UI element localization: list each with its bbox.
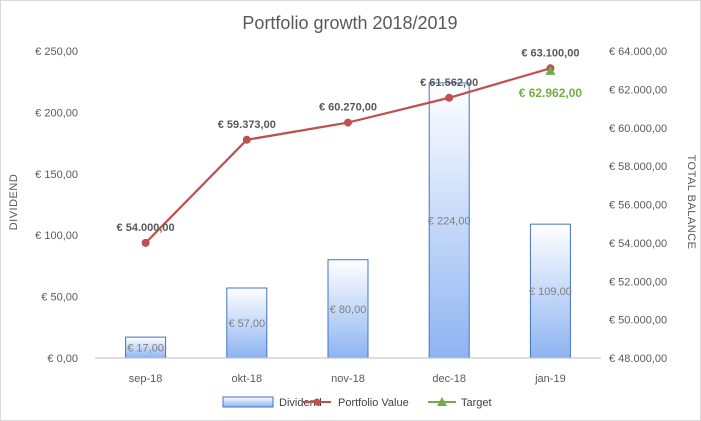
x-tick-label: nov-18 [331, 373, 365, 385]
portfolio-value-point [242, 135, 251, 144]
portfolio-value-label: € 63.100,00 [521, 47, 579, 59]
bar [327, 259, 369, 359]
right-axis-ticks: € 48.000,00 € 50.000,00 € 52.000,00 € 54.00… [609, 46, 667, 365]
portfolio-value-label: € 54.000,00 [117, 222, 175, 234]
left-tick-label: € 100,00 [35, 230, 78, 242]
portfolio-value-label: € 61.562,00 [420, 77, 478, 89]
legend-portfolio-marker [313, 398, 321, 406]
legend-target-label: Target [461, 397, 492, 409]
left-tick-label: € 200,00 [35, 107, 78, 119]
bar-data-label: € 17,00 [127, 343, 164, 355]
bar-data-label: € 57,00 [228, 318, 265, 330]
portfolio-value-point [344, 118, 352, 127]
right-tick-label: € 64.000,00 [609, 46, 667, 58]
line-series: € 54.000,00 € 59.373,00 € 60.270,00 € 61.56… [117, 47, 579, 247]
right-tick-label: € 62.000,00 [609, 84, 667, 96]
bar [428, 82, 470, 359]
x-tick-label: jan-19 [534, 373, 566, 385]
portfolio-value-label: € 59.373,00 [218, 119, 276, 131]
left-axis-title: DIVIDEND [8, 174, 20, 231]
bar-data-label: € 109,00 [529, 286, 572, 298]
right-tick-label: € 56.000,00 [609, 200, 667, 212]
x-tick-label: okt-18 [232, 373, 263, 385]
right-tick-label: € 60.000,00 [609, 123, 667, 135]
chart-title: Portfolio growth 2018/2019 [242, 13, 457, 33]
target-marker [545, 65, 556, 75]
x-tick-label: dec-18 [432, 373, 466, 385]
portfolio-value-point [445, 93, 454, 102]
bar [529, 223, 571, 359]
bar-data-label: € 80,00 [330, 304, 367, 316]
right-tick-label: € 54.000,00 [609, 238, 667, 250]
left-tick-label: € 50,00 [41, 292, 78, 304]
right-tick-label: € 48.000,00 [609, 353, 667, 365]
bar-data-label: € 224,00 [428, 215, 471, 227]
portfolio-value-label: € 60.270,00 [319, 102, 377, 114]
left-axis-ticks: € 0,00 € 50,00 € 100,00 € 150,00 € 200,00 € 2… [35, 46, 78, 365]
portfolio-value-line [144, 67, 551, 244]
bar-series: € 17,00 € 57,00 € 80,00 € 224,00 € 109,00 [125, 82, 572, 359]
left-tick-label: € 0,00 [47, 353, 78, 365]
left-tick-label: € 250,00 [35, 46, 78, 58]
legend-dividend-label: Dividend [279, 397, 322, 409]
right-axis-title: TOTAL BALANCE [685, 155, 697, 250]
x-tick-label: sep-18 [129, 373, 163, 385]
legend-target-marker [437, 397, 447, 406]
legend-dividend-swatch [222, 396, 274, 408]
portfolio-value-point [141, 238, 150, 247]
target-series: € 62.962,00 [519, 65, 583, 100]
legend: Dividend Portfolio Value Target [222, 396, 492, 409]
left-tick-label: € 150,00 [35, 169, 78, 181]
right-tick-label: € 58.000,00 [609, 161, 667, 173]
target-label: € 62.962,00 [519, 86, 583, 100]
x-axis-ticks: sep-18 okt-18 nov-18 dec-18 jan-19 [129, 373, 566, 385]
legend-portfolio-label: Portfolio Value [338, 397, 409, 409]
right-tick-label: € 50.000,00 [609, 315, 667, 327]
right-tick-label: € 52.000,00 [609, 276, 667, 288]
bar [226, 287, 268, 359]
